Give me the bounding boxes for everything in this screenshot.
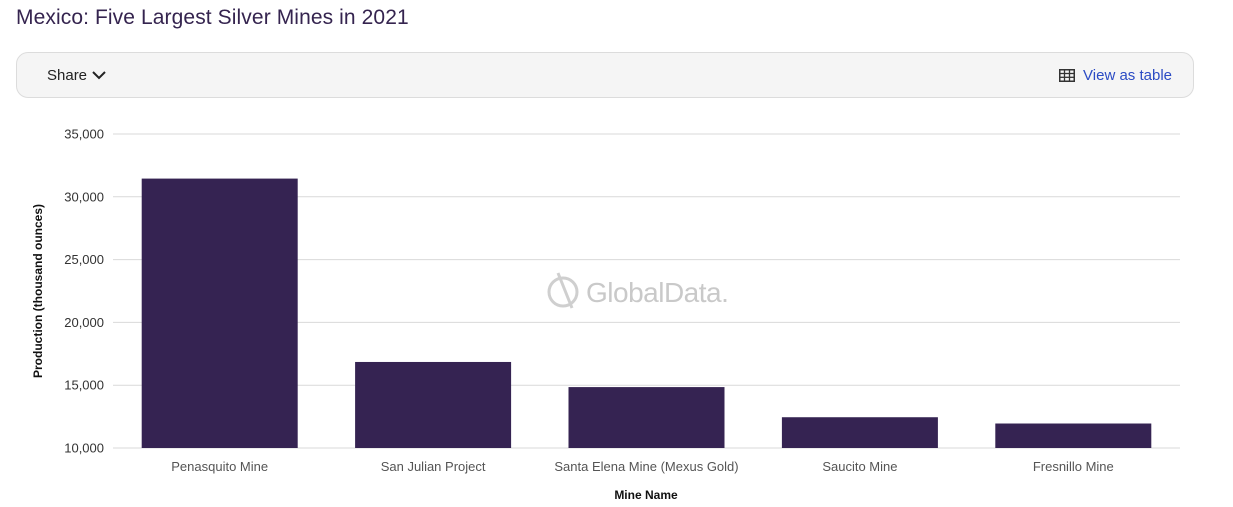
x-tick-label: Saucito Mine [822, 459, 897, 474]
bars [141, 178, 1152, 448]
view-as-table-label: View as table [1083, 66, 1172, 84]
bar[interactable] [355, 361, 512, 448]
x-tick-label: Penasquito Mine [171, 459, 268, 474]
globaldata-logo-icon [547, 272, 579, 309]
y-tick-label: 30,000 [64, 189, 104, 204]
x-tick-label: Fresnillo Mine [1033, 459, 1114, 474]
share-button[interactable]: Share [47, 53, 107, 97]
view-as-table-link[interactable]: View as table [1059, 53, 1172, 97]
globaldata-watermark: GlobalData. [547, 272, 729, 309]
bar[interactable] [781, 417, 938, 448]
table-icon [1059, 68, 1076, 82]
watermark-text: GlobalData. [586, 277, 728, 308]
chart-toolbar: Share View as table [16, 52, 1194, 98]
y-tick-labels: 10,000 15,000 20,000 25,000 30,000 35,000 [64, 127, 104, 456]
x-tick-label: San Julian Project [381, 459, 486, 474]
y-tick-label: 20,000 [64, 315, 104, 330]
bar[interactable] [995, 423, 1152, 448]
chevron-down-icon [92, 71, 106, 80]
bar-chart: GlobalData. 10,000 15,000 20,000 25,000 30,0… [31, 127, 1180, 502]
x-tick-labels: Penasquito Mine San Julian Project Santa E… [171, 459, 1113, 474]
y-tick-label: 25,000 [64, 252, 104, 267]
y-axis-title: Production (thousand ounces) [31, 204, 45, 378]
y-tick-label: 35,000 [64, 127, 104, 142]
page-title: Mexico: Five Largest Silver Mines in 202… [16, 6, 409, 29]
bar[interactable] [141, 178, 298, 448]
bar[interactable] [568, 387, 725, 448]
x-axis-title: Mine Name [614, 488, 678, 502]
y-tick-label: 10,000 [64, 441, 104, 456]
share-label: Share [47, 66, 88, 84]
x-tick-label: Santa Elena Mine (Mexus Gold) [554, 459, 738, 474]
y-tick-label: 15,000 [64, 378, 104, 393]
